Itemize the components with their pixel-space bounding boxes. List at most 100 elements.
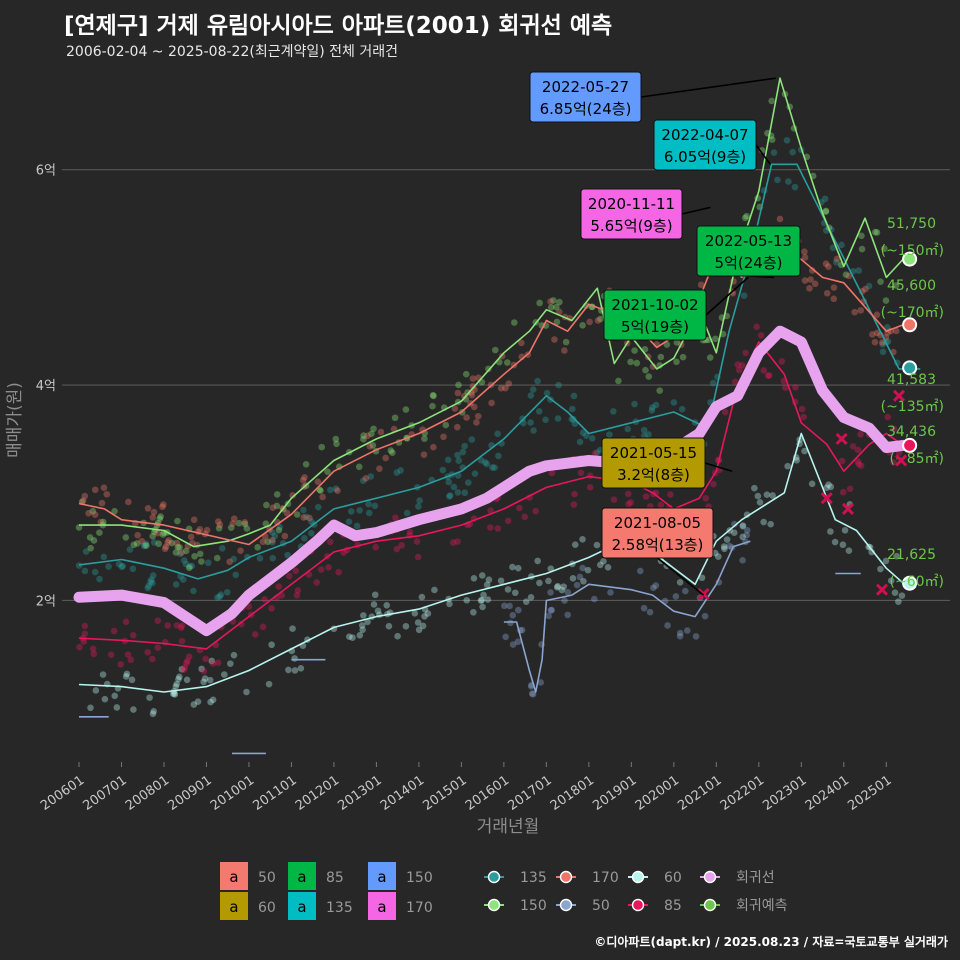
scatter-point-60 xyxy=(721,545,728,553)
scatter-point-135 xyxy=(188,562,196,570)
scatter-point-60 xyxy=(345,633,353,640)
scatter-point-85 xyxy=(857,431,864,438)
scatter-point-85 xyxy=(760,367,768,374)
scatter-point-85 xyxy=(610,496,618,503)
scatter-point-150 xyxy=(333,440,340,448)
annotation-price: 5.65억(9층) xyxy=(590,217,672,235)
scatter-point-170 xyxy=(97,518,105,526)
annotation-box xyxy=(601,437,706,489)
scatter-point-85 xyxy=(90,650,98,658)
scatter-point-60 xyxy=(194,698,202,706)
scatter-point-135 xyxy=(535,408,543,415)
scatter-point-135 xyxy=(180,557,188,564)
scatter-point-85 xyxy=(251,631,259,638)
scatter-point-60 xyxy=(553,584,561,591)
scatter-point-85 xyxy=(504,517,512,525)
scatter-point-150 xyxy=(627,358,634,366)
scatter-point-150 xyxy=(370,425,377,433)
scatter-point-150 xyxy=(673,358,680,366)
scatter-point-85 xyxy=(735,366,743,374)
cross-marker xyxy=(835,432,848,445)
scatter-point-60 xyxy=(536,579,543,587)
scatter-point-170 xyxy=(81,492,89,500)
scatter-point-135 xyxy=(579,429,587,437)
scatter-point-170 xyxy=(807,276,814,283)
scatter-point-135 xyxy=(555,381,562,389)
scatter-point-60 xyxy=(477,597,485,604)
scatter-point-150 xyxy=(550,297,557,304)
scatter-point-170 xyxy=(822,260,830,267)
scatter-point-150 xyxy=(679,353,687,361)
scatter-point-170 xyxy=(561,347,568,354)
scatter-point-60 xyxy=(190,701,198,708)
scatter-point-150 xyxy=(510,319,518,326)
legend-label: 85 xyxy=(664,898,682,914)
scatter-point-170 xyxy=(808,267,816,274)
scatter-point-50 xyxy=(548,606,555,614)
scatter-point-150 xyxy=(243,525,251,532)
scatter-point-135 xyxy=(118,563,126,571)
scatter-point-85 xyxy=(753,323,760,331)
scatter-point-50 xyxy=(739,557,746,564)
scatter-point-60 xyxy=(571,541,579,548)
scatter-point-60 xyxy=(676,579,684,586)
scatter-point-60 xyxy=(122,673,130,680)
scatter-point-85 xyxy=(627,499,635,506)
scatter-point-135 xyxy=(217,591,225,598)
forecast-marker xyxy=(902,575,918,591)
scatter-point-150 xyxy=(174,517,181,525)
scatter-point-135 xyxy=(129,565,137,573)
scatter-point-150 xyxy=(562,338,570,346)
x-tick-label: 202001 xyxy=(633,773,682,814)
scatter-point-135 xyxy=(332,485,340,492)
scatter-point-60 xyxy=(402,622,410,630)
scatter-point-85 xyxy=(738,362,746,369)
scatter-point-60 xyxy=(111,692,119,700)
scatter-point-135 xyxy=(216,593,223,601)
scatter-point-85 xyxy=(107,651,115,658)
scatter-point-85 xyxy=(667,491,674,498)
scatter-point-60 xyxy=(374,607,382,615)
annotation-leader xyxy=(656,557,705,596)
y-tick-label: 2억 xyxy=(36,594,56,609)
scatter-point-170 xyxy=(216,521,224,529)
scatter-point-85 xyxy=(855,460,863,468)
scatter-point-170 xyxy=(269,504,277,512)
scatter-point-60 xyxy=(113,704,121,711)
scatter-point-150 xyxy=(275,526,283,534)
scatter-point-85 xyxy=(261,596,268,603)
scatter-point-60 xyxy=(220,671,228,678)
scatter-point-60 xyxy=(421,613,428,620)
scatter-point-60 xyxy=(720,543,728,550)
scatter-point-50 xyxy=(547,606,555,614)
scatter-point-135 xyxy=(833,258,840,266)
scatter-point-60 xyxy=(882,557,890,565)
scatter-point-85 xyxy=(80,638,88,645)
scatter-point-170 xyxy=(134,531,141,539)
scatter-point-60 xyxy=(128,676,136,684)
scatter-point-170 xyxy=(811,280,819,288)
scatter-point-60 xyxy=(360,612,367,619)
scatter-point-85 xyxy=(702,494,710,502)
scatter-point-150 xyxy=(176,544,183,551)
scatter-point-135 xyxy=(416,497,423,504)
scatter-point-135 xyxy=(182,560,190,568)
scatter-point-150 xyxy=(174,543,182,551)
scatter-point-170 xyxy=(196,526,204,533)
scatter-point-170 xyxy=(862,285,869,293)
scatter-point-135 xyxy=(569,405,576,413)
scatter-point-170 xyxy=(125,498,132,506)
scatter-point-170 xyxy=(299,476,307,484)
scatter-point-60 xyxy=(431,586,438,594)
scatter-point-85 xyxy=(657,501,665,509)
scatter-point-170 xyxy=(801,248,808,256)
scatter-point-60 xyxy=(206,676,214,684)
scatter-point-85 xyxy=(586,484,594,491)
scatter-point-60 xyxy=(285,666,292,674)
x-tick-label: 202301 xyxy=(760,773,809,814)
legend-dot xyxy=(703,898,717,912)
scatter-point-135 xyxy=(445,478,453,486)
scatter-point-170 xyxy=(830,295,838,303)
scatter-point-150 xyxy=(213,554,221,562)
scatter-point-170 xyxy=(382,454,389,462)
